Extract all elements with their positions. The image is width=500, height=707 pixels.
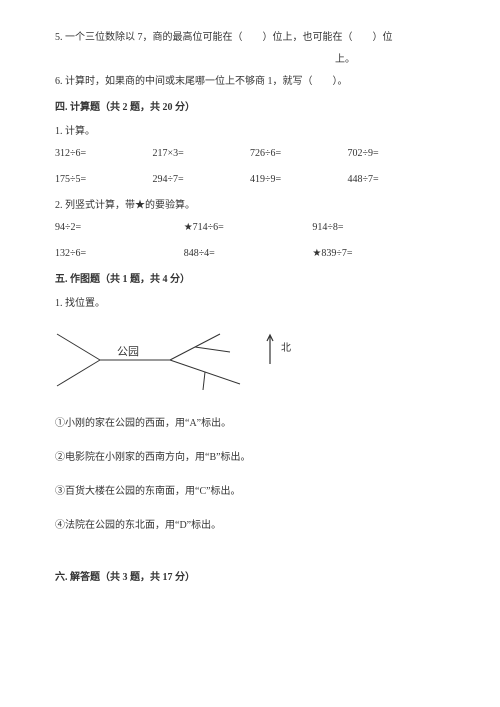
question-5-cont: 上。 [55, 52, 445, 68]
north-indicator: 北 [265, 332, 291, 366]
calc-row-1: 312÷6= 217×3= 726÷6= 702÷9= [55, 146, 445, 162]
calc-cell: 294÷7= [153, 172, 251, 188]
sub-q4: ④法院在公园的东北面，用“D”标出。 [55, 518, 445, 534]
section-4-title: 四. 计算题（共 2 题，共 20 分） [55, 100, 445, 116]
sec4-q2: 2. 列竖式计算，带★的要验算。 [55, 198, 445, 214]
sub-q3: ③百货大楼在公园的东南面，用“C”标出。 [55, 484, 445, 500]
calc-cell: 914÷8= [312, 220, 441, 236]
sec4-q1: 1. 计算。 [55, 124, 445, 140]
calc-cell: 94÷2= [55, 220, 184, 236]
calc-cell: ★839÷7= [312, 246, 441, 262]
calc-cell: 448÷7= [348, 172, 446, 188]
north-arrow-icon [265, 332, 275, 366]
north-label: 北 [281, 341, 291, 357]
sub-q1: ①小刚的家在公园的西面，用“A”标出。 [55, 416, 445, 432]
question-6: 6. 计算时，如果商的中间或末尾哪一位上不够商 1，就写（ ）。 [55, 74, 445, 90]
calc-row-4: 132÷6= 848÷4= ★839÷7= [55, 246, 445, 262]
calc-cell: ★714÷6= [184, 220, 313, 236]
calc-cell: 175÷5= [55, 172, 153, 188]
calc-cell: 312÷6= [55, 146, 153, 162]
calc-cell: 419÷9= [250, 172, 348, 188]
park-map-svg: 公园 [55, 328, 245, 393]
sub-q2: ②电影院在小刚家的西南方向，用“B”标出。 [55, 450, 445, 466]
sec5-q1: 1. 找位置。 [55, 296, 445, 312]
park-label: 公园 [117, 345, 139, 358]
calc-cell: 217×3= [153, 146, 251, 162]
calc-cell: 726÷6= [250, 146, 348, 162]
section-6-title: 六. 解答题（共 3 题，共 17 分） [55, 570, 445, 586]
map-diagram: 公园 北 [55, 328, 445, 398]
calc-cell: 132÷6= [55, 246, 184, 262]
question-5: 5. 一个三位数除以 7，商的最高位可能在（ ）位上，也可能在（ ）位 [55, 30, 445, 46]
calc-cell: 848÷4= [184, 246, 313, 262]
calc-cell: 702÷9= [348, 146, 446, 162]
calc-row-3: 94÷2= ★714÷6= 914÷8= [55, 220, 445, 236]
section-5-title: 五. 作图题（共 1 题，共 4 分） [55, 272, 445, 288]
calc-row-2: 175÷5= 294÷7= 419÷9= 448÷7= [55, 172, 445, 188]
